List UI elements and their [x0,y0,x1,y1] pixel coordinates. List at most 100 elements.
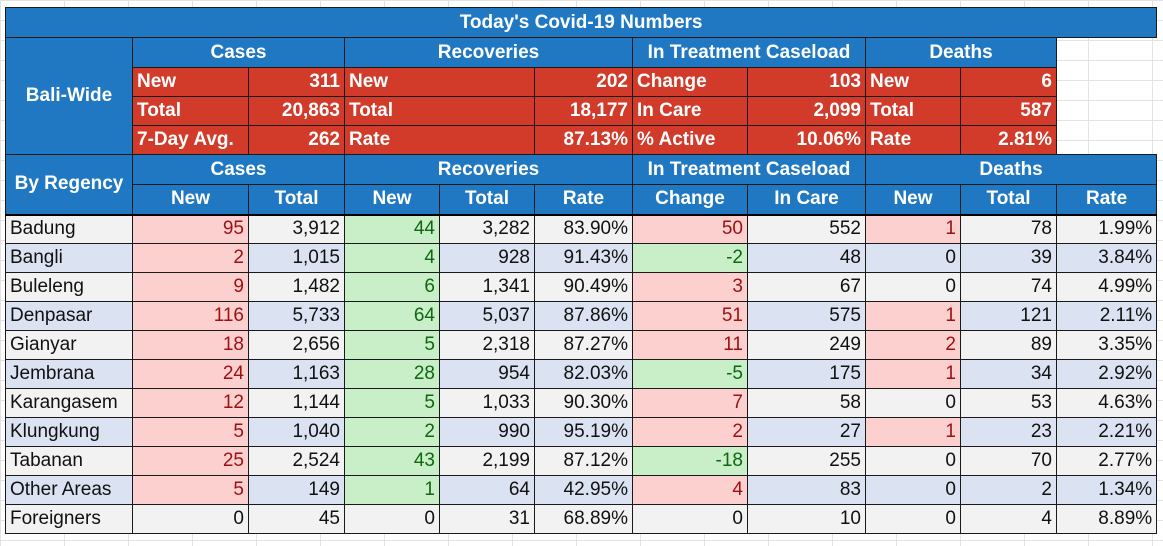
bali-wide-metric-value[interactable]: 18,177 [534,96,633,126]
regency-value[interactable]: 4 [960,504,1057,534]
regency-value[interactable]: 9 [132,272,249,302]
regency-value[interactable]: 67 [747,272,866,302]
regency-value[interactable]: 0 [132,504,249,534]
regency-value[interactable]: 5 [132,417,249,447]
regency-value[interactable]: 87.27% [534,330,633,360]
column-header[interactable]: New [865,184,961,215]
regency-value[interactable]: 12 [132,388,249,418]
regency-name[interactable]: Gianyar [5,330,133,360]
regency-value[interactable]: 121 [960,301,1057,331]
regency-value[interactable]: 3 [632,272,748,302]
bali-wide-group-header[interactable]: Recoveries [344,37,633,68]
regency-value[interactable]: 2.92% [1055,359,1158,389]
regency-value[interactable]: 1,144 [248,388,345,418]
regency-value[interactable]: 0 [865,475,961,505]
regency-value[interactable]: 39 [960,243,1057,273]
bali-wide-group-header[interactable]: In Treatment Caseload [632,37,866,68]
regency-value[interactable]: 1 [865,359,961,389]
regency-value[interactable]: -5 [632,359,748,389]
regency-value[interactable]: 53 [960,388,1057,418]
bali-wide-metric-value[interactable]: 202 [534,67,633,97]
regency-value[interactable]: 23 [960,417,1057,447]
regency-name[interactable]: Karangasem [5,388,133,418]
regency-value[interactable]: 64 [344,301,440,331]
regency-value[interactable]: 0 [865,388,961,418]
bali-wide-group-header[interactable]: Cases [132,37,345,68]
by-regency-label[interactable]: By Regency [5,154,133,215]
regency-value[interactable]: 0 [344,504,440,534]
regency-value[interactable]: 8.89% [1055,504,1158,534]
regency-value[interactable]: 83 [747,475,866,505]
regency-value[interactable]: 87.86% [534,301,633,331]
regency-value[interactable]: 3,912 [248,214,345,244]
regency-value[interactable]: 2 [344,417,440,447]
regency-value[interactable]: 2 [132,243,249,273]
bali-wide-metric-value[interactable]: 20,863 [248,96,345,126]
regency-name[interactable]: Tabanan [5,446,133,476]
regency-value[interactable]: 2 [960,475,1057,505]
regency-value[interactable]: 27 [747,417,866,447]
bali-wide-metric-value[interactable]: 2,099 [747,96,866,126]
bali-wide-metric-label[interactable]: Total [132,96,249,126]
column-header[interactable]: Change [632,184,748,215]
column-header[interactable]: In Care [747,184,866,215]
regency-value[interactable]: 90.49% [534,272,633,302]
regency-name[interactable]: Jembrana [5,359,133,389]
column-header[interactable]: Rate [534,184,633,215]
regency-value[interactable]: 1 [865,417,961,447]
bali-wide-metric-value[interactable]: 103 [747,67,866,97]
bali-wide-metric-value[interactable]: 6 [960,67,1057,97]
column-header[interactable]: Rate [1055,184,1158,215]
regency-value[interactable]: 2.77% [1055,446,1158,476]
regency-group-header[interactable]: Deaths [864,154,1158,185]
regency-name[interactable]: Buleleng [5,272,133,302]
column-header[interactable]: Total [960,184,1057,215]
bali-wide-metric-value[interactable]: 311 [248,67,345,97]
regency-value[interactable]: 18 [132,330,249,360]
regency-value[interactable]: 50 [632,214,748,244]
regency-group-header[interactable]: Cases [132,154,345,185]
regency-value[interactable]: 175 [747,359,866,389]
regency-value[interactable]: 24 [132,359,249,389]
regency-value[interactable]: -18 [632,446,748,476]
regency-value[interactable]: 1 [865,301,961,331]
regency-value[interactable]: 6 [344,272,440,302]
bali-wide-metric-value[interactable]: 2.81% [960,125,1057,155]
bali-wide-metric-label[interactable]: Rate [344,125,535,155]
regency-value[interactable]: 1,015 [248,243,345,273]
regency-value[interactable]: 1,040 [248,417,345,447]
bali-wide-metric-label[interactable]: Rate [865,125,961,155]
regency-value[interactable]: 95.19% [534,417,633,447]
regency-name[interactable]: Klungkung [5,417,133,447]
bali-wide-metric-label[interactable]: 7-Day Avg. [132,125,249,155]
bali-wide-metric-label[interactable]: Total [344,96,535,126]
regency-value[interactable]: 64 [439,475,535,505]
bali-wide-metric-label[interactable]: Total [865,96,961,126]
bali-wide-label[interactable]: Bali-Wide [5,37,133,155]
regency-value[interactable]: 11 [632,330,748,360]
regency-value[interactable]: 928 [439,243,535,273]
regency-value[interactable]: 4 [632,475,748,505]
column-header[interactable]: Total [248,184,345,215]
regency-name[interactable]: Denpasar [5,301,133,331]
regency-value[interactable]: 5 [344,330,440,360]
regency-value[interactable]: 2.21% [1055,417,1158,447]
regency-value[interactable]: 42.95% [534,475,633,505]
regency-value[interactable]: 1,482 [248,272,345,302]
regency-value[interactable]: 5 [132,475,249,505]
regency-value[interactable]: -2 [632,243,748,273]
bali-wide-metric-value[interactable]: 587 [960,96,1057,126]
bali-wide-metric-value[interactable]: 10.06% [747,125,866,155]
regency-value[interactable]: 43 [344,446,440,476]
regency-value[interactable]: 82.03% [534,359,633,389]
regency-value[interactable]: 1 [865,214,961,244]
bali-wide-metric-label[interactable]: New [344,67,535,97]
regency-value[interactable]: 91.43% [534,243,633,273]
regency-name[interactable]: Other Areas [5,475,133,505]
bali-wide-metric-label[interactable]: New [132,67,249,97]
regency-value[interactable]: 5,733 [248,301,345,331]
table-title[interactable]: Today's Covid-19 Numbers [4,7,1158,38]
regency-value[interactable]: 1.34% [1055,475,1158,505]
regency-value[interactable]: 4 [344,243,440,273]
regency-value[interactable]: 4.63% [1055,388,1158,418]
